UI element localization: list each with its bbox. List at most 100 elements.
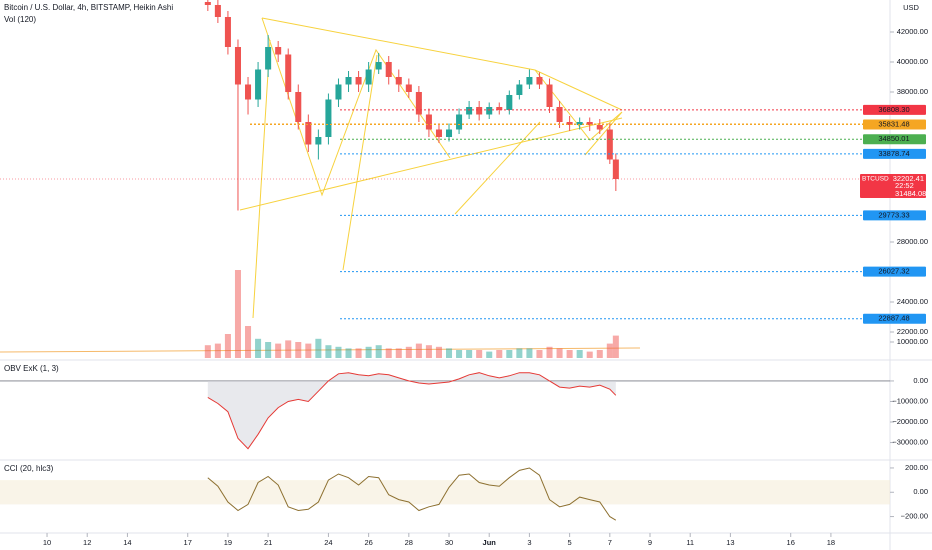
- price-label: 29773.33: [878, 210, 909, 219]
- price-label-box: [863, 148, 926, 159]
- cci-band: [0, 480, 890, 505]
- volume-bar: [245, 326, 252, 358]
- volume-bar: [355, 348, 362, 358]
- candle-body: [486, 106, 493, 115]
- candle-body: [224, 16, 231, 47]
- price-label: 35831.48: [878, 120, 909, 129]
- candle-body: [546, 84, 553, 107]
- price-label-box: [863, 313, 926, 324]
- volume-bar: [265, 342, 272, 358]
- candle-body: [456, 114, 463, 130]
- candle-body: [335, 84, 342, 100]
- x-tick-label: 17: [184, 538, 192, 547]
- volume-bar: [415, 343, 422, 358]
- candle-body: [556, 106, 563, 122]
- candle-body: [405, 84, 412, 92]
- x-tick-label: 30: [445, 538, 453, 547]
- candle-body: [325, 99, 332, 137]
- candle-body: [526, 76, 533, 85]
- obv-tick-label: −30000.00: [892, 438, 928, 447]
- candle-body: [315, 136, 322, 145]
- last-price-box: [860, 173, 926, 198]
- candle-body: [596, 124, 603, 130]
- x-tick-label: 13: [726, 538, 734, 547]
- x-tick-label: 5: [568, 538, 572, 547]
- volume-bar: [596, 350, 603, 358]
- x-tick-label: 7: [608, 538, 612, 547]
- x-tick-label: 9: [648, 538, 652, 547]
- countdown: 22:52: [895, 181, 914, 190]
- candle-body: [204, 1, 211, 5]
- x-tick-label: 12: [83, 538, 91, 547]
- y-tick-label: 42000.00: [897, 27, 928, 36]
- candle-body: [476, 106, 483, 115]
- candle-body: [245, 84, 252, 100]
- volume-bar: [612, 335, 619, 358]
- volume-bar: [335, 346, 342, 358]
- obv-area: [207, 372, 616, 449]
- price-label-box: [863, 134, 926, 145]
- candle-body: [234, 46, 241, 85]
- x-tick-label: Jun: [483, 538, 497, 547]
- volume-bar: [546, 346, 553, 358]
- candle-body: [446, 129, 453, 137]
- y-tick-label: 38000.00: [897, 87, 928, 96]
- candle-body: [466, 106, 473, 115]
- volume-tick-label: 10000.00: [897, 337, 928, 346]
- volume-bar: [375, 345, 382, 358]
- volume-bar: [526, 348, 533, 358]
- last-symbol: BTCUSD: [862, 176, 889, 183]
- volume-bar: [224, 334, 231, 358]
- y-tick-label: 28000.00: [897, 237, 928, 246]
- price-label-box: [863, 266, 926, 277]
- candle-body: [255, 69, 262, 100]
- candle-body: [506, 94, 513, 110]
- x-tick-label: 14: [123, 538, 131, 547]
- candle-body: [365, 69, 372, 85]
- volume-bar: [566, 350, 573, 358]
- volume-bar: [476, 350, 483, 358]
- volume-bar: [315, 338, 322, 358]
- candle-body: [612, 159, 619, 179]
- volume-bar: [285, 340, 292, 358]
- candle-body: [496, 106, 503, 110]
- candle-body: [385, 61, 392, 77]
- candle-body: [576, 121, 583, 125]
- price-label: 33878.74: [878, 149, 909, 158]
- volume-bar: [446, 348, 453, 358]
- x-tick-label: 11: [686, 538, 694, 547]
- volume-bar: [576, 350, 583, 358]
- volume-bar: [295, 342, 302, 358]
- x-tick-label: 18: [827, 538, 835, 547]
- x-tick-label: 3: [527, 538, 531, 547]
- y-tick-label: 22000.00: [897, 327, 928, 336]
- candle-body: [395, 76, 402, 85]
- candle-body: [355, 76, 362, 85]
- candle-body: [566, 121, 573, 125]
- y-tick-label: 40000.00: [897, 57, 928, 66]
- candle-body: [435, 129, 442, 137]
- obv-tick-label: 0.00: [913, 376, 928, 385]
- obv-line: [207, 372, 617, 450]
- volume-bar: [395, 348, 402, 358]
- volume-bar: [345, 348, 352, 358]
- volume-bar: [536, 350, 543, 358]
- cci-tick-label: 0.00: [913, 487, 928, 496]
- volume-bar: [385, 348, 392, 358]
- candle-body: [285, 54, 292, 92]
- x-tick-label: 28: [405, 538, 413, 547]
- chart-title: Bitcoin / U.S. Dollar, 4h, BITSTAMP, Hei…: [4, 3, 173, 12]
- volume-bar: [214, 343, 221, 358]
- candle-body: [516, 84, 523, 95]
- cci-title: CCI (20, hlc3): [4, 464, 54, 473]
- volume-bar: [435, 346, 442, 358]
- candle-body: [606, 129, 613, 160]
- currency: USD: [903, 3, 919, 12]
- cci-tick-label: 200.00: [905, 463, 928, 472]
- last-price-label: 32202.41: [893, 174, 924, 183]
- obv-tick-label: −10000.00: [892, 396, 928, 405]
- candle-body: [295, 91, 302, 122]
- obv-title: OBV ExK (1, 3): [4, 364, 59, 373]
